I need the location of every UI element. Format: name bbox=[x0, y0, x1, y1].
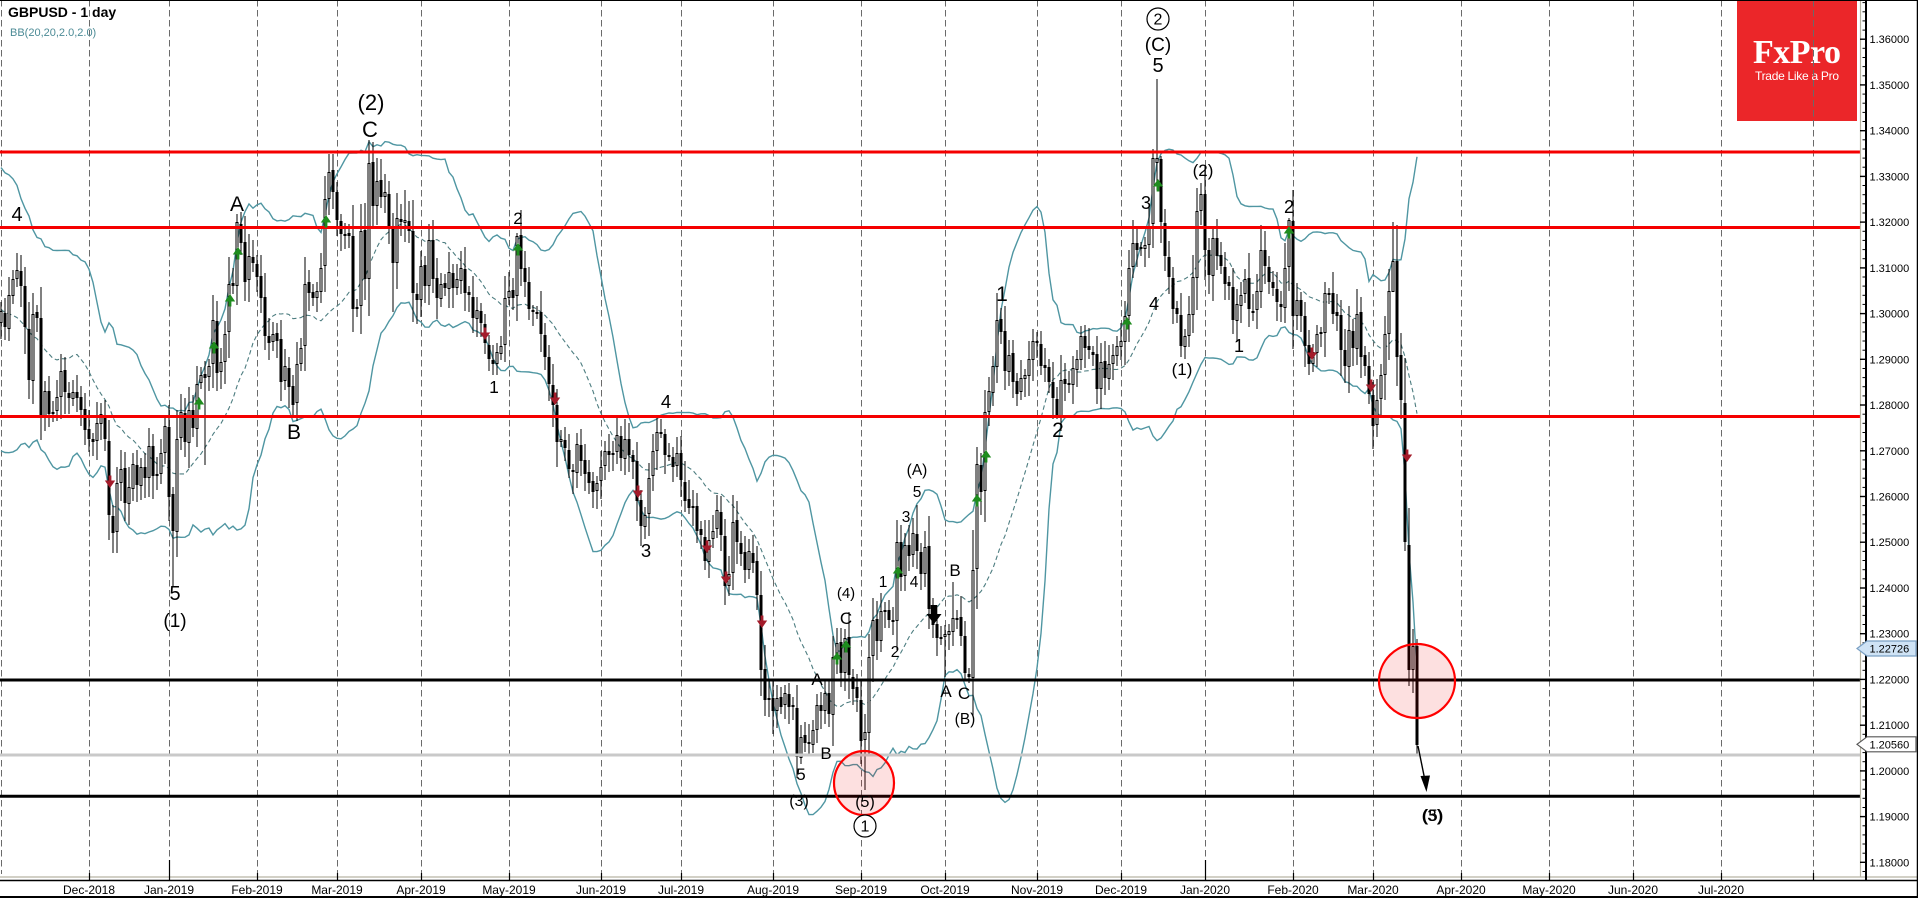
svg-text:(5): (5) bbox=[855, 794, 875, 811]
svg-text:1: 1 bbox=[1234, 336, 1244, 356]
svg-text:1.27000: 1.27000 bbox=[1870, 446, 1910, 458]
svg-text:4: 4 bbox=[11, 204, 22, 226]
svg-text:Sep-2019: Sep-2019 bbox=[835, 883, 887, 897]
svg-text:(3): (3) bbox=[1422, 806, 1443, 825]
svg-text:1.33000: 1.33000 bbox=[1870, 171, 1910, 183]
svg-text:Jan-2019: Jan-2019 bbox=[144, 883, 194, 897]
svg-text:1.25000: 1.25000 bbox=[1870, 537, 1910, 549]
svg-text:3: 3 bbox=[902, 509, 911, 526]
svg-text:5: 5 bbox=[796, 765, 805, 784]
svg-text:1.35000: 1.35000 bbox=[1870, 80, 1910, 92]
svg-text:GBPUSD - 1 day: GBPUSD - 1 day bbox=[8, 4, 116, 20]
svg-text:(2): (2) bbox=[1193, 161, 1214, 180]
svg-text:1.18000: 1.18000 bbox=[1870, 857, 1910, 869]
svg-text:Apr-2019: Apr-2019 bbox=[396, 883, 446, 897]
svg-text:1.24000: 1.24000 bbox=[1870, 583, 1910, 595]
svg-text:4: 4 bbox=[1149, 294, 1159, 314]
svg-text:Aug-2019: Aug-2019 bbox=[747, 883, 799, 897]
svg-text:2: 2 bbox=[1052, 419, 1064, 442]
svg-text:Feb-2020: Feb-2020 bbox=[1267, 883, 1319, 897]
svg-text:4: 4 bbox=[910, 574, 919, 591]
svg-text:1.32000: 1.32000 bbox=[1870, 217, 1910, 229]
svg-text:(C): (C) bbox=[1145, 35, 1171, 56]
svg-text:1: 1 bbox=[996, 283, 1008, 306]
svg-text:Dec-2019: Dec-2019 bbox=[1095, 883, 1147, 897]
svg-text:1.21000: 1.21000 bbox=[1870, 720, 1910, 732]
svg-text:1.19000: 1.19000 bbox=[1870, 812, 1910, 824]
svg-text:(3): (3) bbox=[789, 793, 809, 810]
svg-text:3: 3 bbox=[1141, 193, 1151, 213]
svg-text:C: C bbox=[840, 609, 852, 628]
svg-text:B: B bbox=[949, 561, 960, 580]
svg-text:1.22000: 1.22000 bbox=[1870, 674, 1910, 686]
svg-text:Jul-2020: Jul-2020 bbox=[1698, 883, 1744, 897]
svg-text:2: 2 bbox=[1154, 12, 1163, 29]
svg-text:1: 1 bbox=[879, 574, 888, 591]
svg-text:Dec-2018: Dec-2018 bbox=[63, 883, 115, 897]
svg-text:A: A bbox=[230, 193, 244, 216]
svg-text:2: 2 bbox=[513, 209, 522, 228]
svg-text:B: B bbox=[287, 421, 301, 444]
svg-text:C: C bbox=[362, 117, 378, 142]
svg-text:1.36000: 1.36000 bbox=[1870, 34, 1910, 46]
svg-text:BB(20,20,2.0,2.0): BB(20,20,2.0,2.0) bbox=[10, 27, 96, 39]
svg-text:1.31000: 1.31000 bbox=[1870, 263, 1910, 275]
svg-text:B: B bbox=[820, 744, 831, 763]
svg-text:1.20000: 1.20000 bbox=[1870, 766, 1910, 778]
svg-text:3: 3 bbox=[641, 540, 651, 561]
svg-text:C: C bbox=[958, 684, 970, 703]
svg-text:FxPro: FxPro bbox=[1753, 34, 1841, 71]
svg-text:Trade Like a Pro: Trade Like a Pro bbox=[1755, 69, 1839, 83]
svg-text:Feb-2019: Feb-2019 bbox=[231, 883, 283, 897]
svg-text:Apr-2020: Apr-2020 bbox=[1436, 883, 1486, 897]
svg-text:Mar-2019: Mar-2019 bbox=[311, 883, 363, 897]
svg-text:Oct-2019: Oct-2019 bbox=[920, 883, 970, 897]
svg-text:5: 5 bbox=[913, 484, 922, 501]
svg-text:Mar-2020: Mar-2020 bbox=[1347, 883, 1399, 897]
svg-text:(A): (A) bbox=[907, 462, 928, 479]
svg-text:1.29000: 1.29000 bbox=[1870, 354, 1910, 366]
svg-text:1: 1 bbox=[489, 377, 499, 397]
svg-text:(2): (2) bbox=[358, 90, 385, 115]
svg-text:2: 2 bbox=[1284, 197, 1294, 217]
svg-text:1.22726: 1.22726 bbox=[1870, 644, 1910, 656]
svg-text:Jan-2020: Jan-2020 bbox=[1180, 883, 1230, 897]
svg-text:1.26000: 1.26000 bbox=[1870, 492, 1910, 504]
svg-text:(1): (1) bbox=[1172, 360, 1193, 379]
svg-text:(4): (4) bbox=[837, 585, 855, 602]
svg-text:5: 5 bbox=[1152, 55, 1163, 77]
svg-text:Nov-2019: Nov-2019 bbox=[1011, 883, 1063, 897]
svg-text:1.30000: 1.30000 bbox=[1870, 309, 1910, 321]
svg-text:Jun-2019: Jun-2019 bbox=[576, 883, 626, 897]
svg-text:2: 2 bbox=[891, 644, 900, 661]
svg-text:A: A bbox=[811, 670, 823, 689]
svg-text:1.23000: 1.23000 bbox=[1870, 629, 1910, 641]
svg-text:4: 4 bbox=[661, 391, 671, 412]
svg-text:1.34000: 1.34000 bbox=[1870, 126, 1910, 138]
svg-text:(B): (B) bbox=[955, 711, 976, 728]
svg-text:(1): (1) bbox=[163, 611, 186, 632]
svg-text:1.28000: 1.28000 bbox=[1870, 400, 1910, 412]
svg-text:May-2020: May-2020 bbox=[1522, 883, 1576, 897]
svg-text:1: 1 bbox=[861, 819, 870, 836]
svg-text:1.20560: 1.20560 bbox=[1870, 739, 1910, 751]
svg-text:A: A bbox=[940, 682, 952, 701]
svg-text:(5): (5) bbox=[1423, 806, 1444, 825]
svg-text:Jun-2020: Jun-2020 bbox=[1608, 883, 1658, 897]
svg-text:Jul-2019: Jul-2019 bbox=[658, 883, 704, 897]
svg-text:5: 5 bbox=[169, 583, 180, 605]
svg-text:May-2019: May-2019 bbox=[482, 883, 536, 897]
